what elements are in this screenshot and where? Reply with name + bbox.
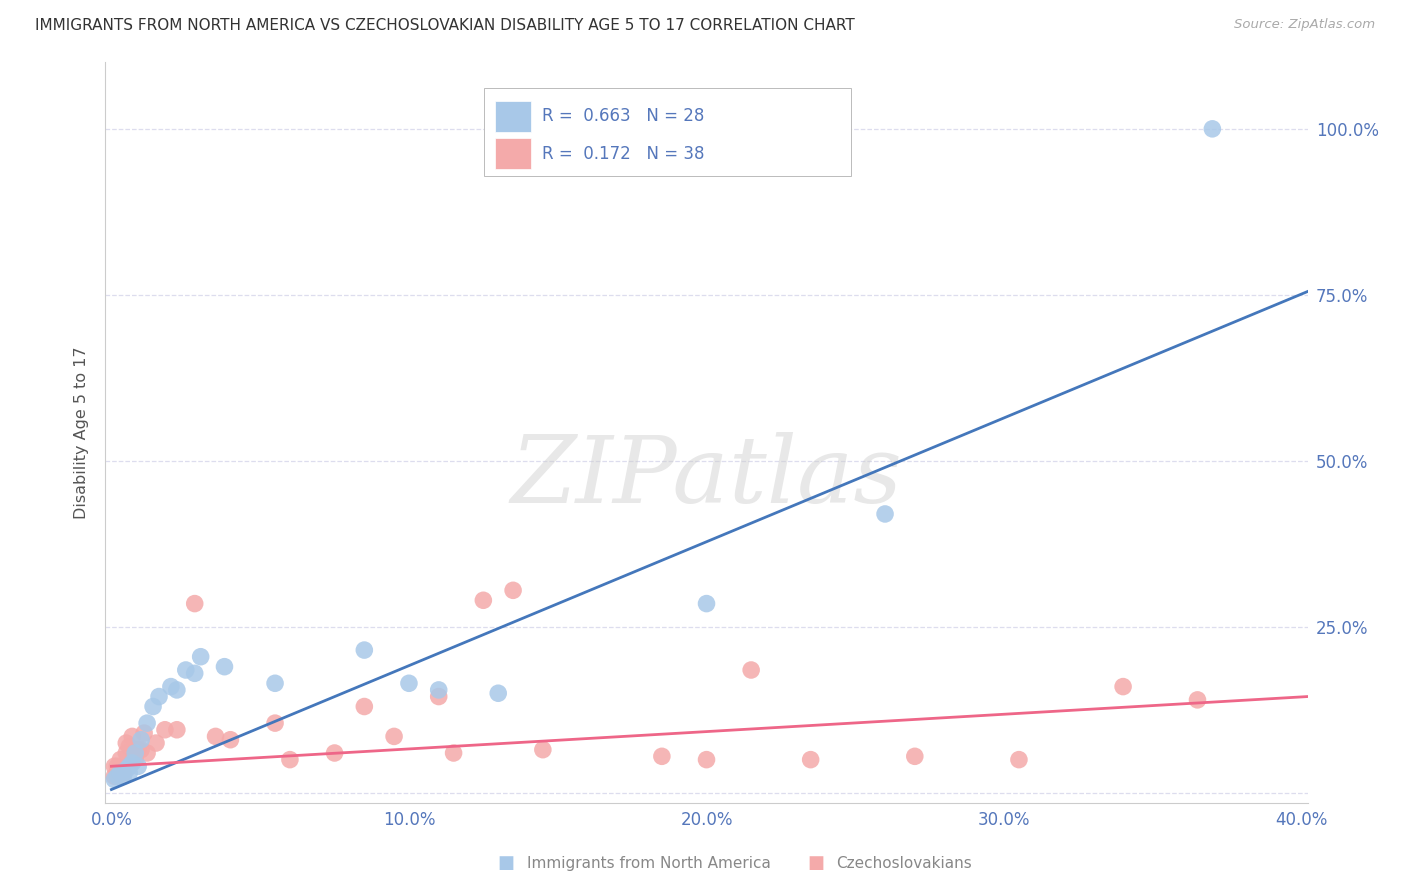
Point bbox=[145, 736, 167, 750]
Point bbox=[124, 753, 146, 767]
Point bbox=[651, 749, 673, 764]
Point bbox=[103, 772, 125, 787]
Point bbox=[190, 649, 212, 664]
Point bbox=[443, 746, 465, 760]
Point bbox=[183, 666, 205, 681]
Point bbox=[166, 723, 188, 737]
Point bbox=[121, 756, 143, 770]
Point bbox=[136, 746, 159, 760]
Point bbox=[427, 682, 450, 697]
Point bbox=[105, 759, 128, 773]
Point bbox=[695, 597, 717, 611]
Text: Czechoslovakians: Czechoslovakians bbox=[837, 856, 973, 871]
Point bbox=[427, 690, 450, 704]
Point bbox=[112, 766, 135, 780]
Point bbox=[118, 759, 141, 773]
Point bbox=[1187, 693, 1209, 707]
FancyBboxPatch shape bbox=[484, 88, 851, 176]
Point bbox=[115, 736, 138, 750]
Text: R =  0.172   N = 38: R = 0.172 N = 38 bbox=[541, 145, 704, 162]
Point bbox=[129, 732, 152, 747]
Y-axis label: Disability Age 5 to 17: Disability Age 5 to 17 bbox=[75, 346, 90, 519]
Point bbox=[103, 759, 125, 773]
Point bbox=[183, 597, 205, 611]
Point bbox=[118, 739, 141, 754]
Point bbox=[110, 753, 132, 767]
Point bbox=[134, 726, 156, 740]
Point bbox=[264, 716, 287, 731]
Point bbox=[103, 769, 125, 783]
Point bbox=[353, 643, 375, 657]
Text: IMMIGRANTS FROM NORTH AMERICA VS CZECHOSLOVAKIAN DISABILITY AGE 5 TO 17 CORRELAT: IMMIGRANTS FROM NORTH AMERICA VS CZECHOS… bbox=[35, 18, 855, 33]
Point bbox=[219, 732, 242, 747]
Point bbox=[148, 690, 170, 704]
Point bbox=[112, 769, 135, 783]
Point bbox=[127, 742, 149, 756]
Point bbox=[115, 763, 138, 777]
Point bbox=[278, 753, 301, 767]
Text: Source: ZipAtlas.com: Source: ZipAtlas.com bbox=[1234, 18, 1375, 31]
Text: ■: ■ bbox=[498, 855, 515, 872]
Point bbox=[486, 686, 509, 700]
Point bbox=[115, 746, 138, 760]
Point bbox=[1112, 680, 1135, 694]
Point bbox=[214, 659, 236, 673]
Point bbox=[740, 663, 762, 677]
Point bbox=[1008, 753, 1031, 767]
Point bbox=[398, 676, 420, 690]
Point bbox=[142, 699, 165, 714]
FancyBboxPatch shape bbox=[495, 101, 531, 132]
Point bbox=[695, 753, 717, 767]
Point bbox=[121, 730, 143, 744]
Point bbox=[118, 766, 141, 780]
Point bbox=[264, 676, 287, 690]
Text: ■: ■ bbox=[807, 855, 824, 872]
Point bbox=[110, 766, 132, 780]
Point bbox=[127, 759, 149, 773]
Text: Immigrants from North America: Immigrants from North America bbox=[527, 856, 770, 871]
Point bbox=[1201, 121, 1223, 136]
Point bbox=[323, 746, 346, 760]
Point bbox=[105, 769, 128, 783]
Point bbox=[153, 723, 176, 737]
Point bbox=[502, 583, 524, 598]
Point bbox=[800, 753, 823, 767]
Point bbox=[129, 742, 152, 756]
Point bbox=[472, 593, 495, 607]
Point bbox=[353, 699, 375, 714]
Point bbox=[160, 680, 183, 694]
Point bbox=[873, 507, 896, 521]
FancyBboxPatch shape bbox=[495, 138, 531, 169]
Point bbox=[382, 730, 405, 744]
Point bbox=[904, 749, 927, 764]
Point bbox=[136, 716, 159, 731]
Point bbox=[204, 730, 226, 744]
Point bbox=[531, 742, 554, 756]
Text: ZIPatlas: ZIPatlas bbox=[510, 432, 903, 522]
Point bbox=[124, 746, 146, 760]
Point bbox=[166, 682, 188, 697]
Text: R =  0.663   N = 28: R = 0.663 N = 28 bbox=[541, 108, 704, 126]
Point bbox=[174, 663, 197, 677]
